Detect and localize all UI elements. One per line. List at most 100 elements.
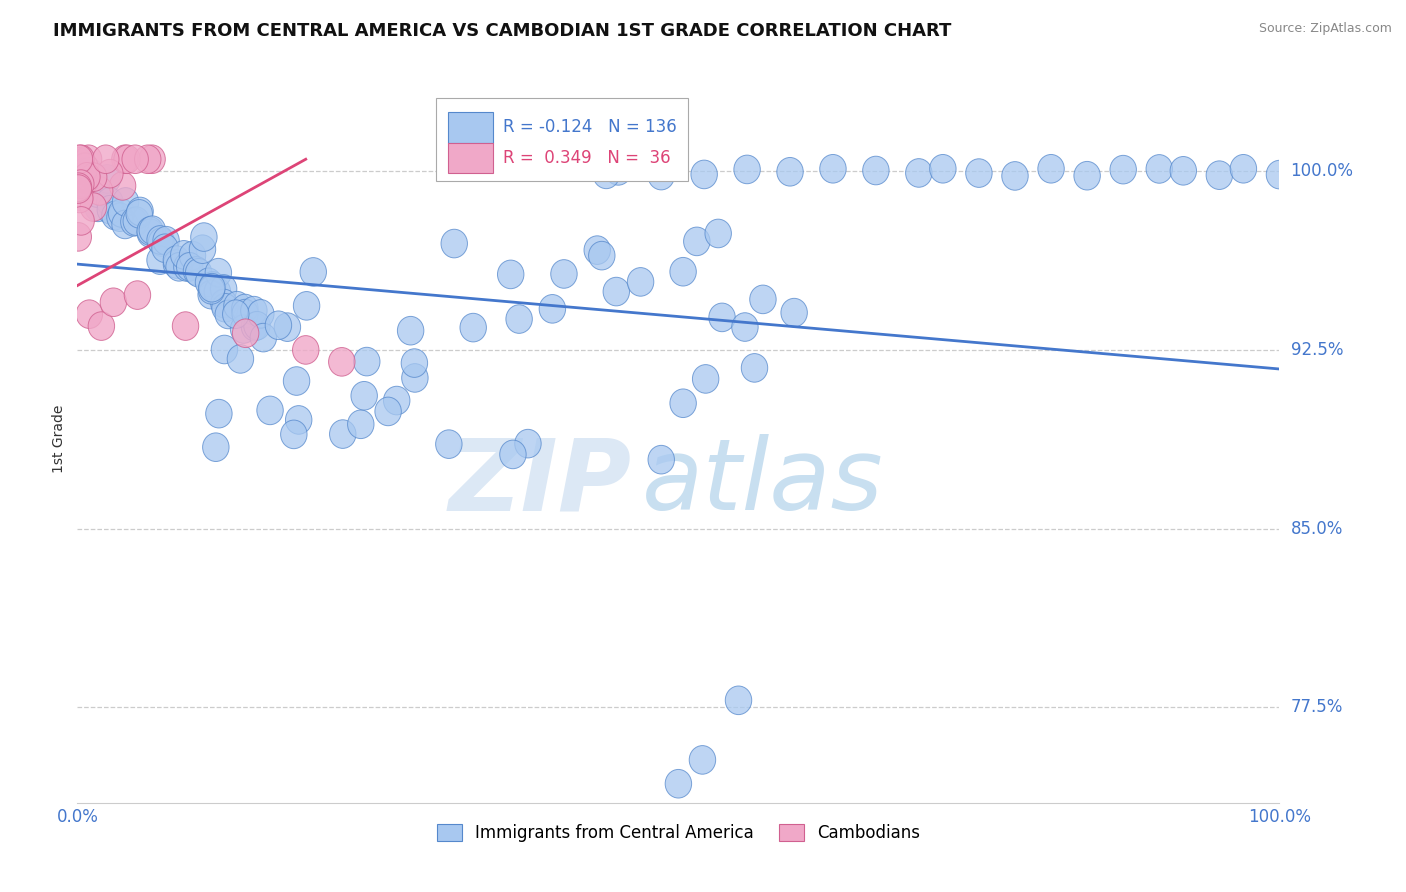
Ellipse shape [76,145,101,174]
Ellipse shape [93,145,120,174]
Ellipse shape [72,158,97,186]
Ellipse shape [725,686,752,714]
Ellipse shape [179,242,205,270]
Ellipse shape [73,162,100,191]
Ellipse shape [66,174,93,202]
Ellipse shape [1038,154,1064,183]
Ellipse shape [122,145,149,174]
Ellipse shape [402,364,427,392]
Ellipse shape [97,187,124,216]
Ellipse shape [135,145,160,174]
Ellipse shape [780,298,807,327]
Ellipse shape [551,260,578,288]
Y-axis label: 1st Grade: 1st Grade [52,405,66,474]
Ellipse shape [734,155,761,184]
Text: IMMIGRANTS FROM CENTRAL AMERICA VS CAMBODIAN 1ST GRADE CORRELATION CHART: IMMIGRANTS FROM CENTRAL AMERICA VS CAMBO… [53,22,952,40]
Ellipse shape [67,145,94,174]
Ellipse shape [186,259,212,287]
Ellipse shape [66,145,93,174]
Ellipse shape [211,275,236,303]
Ellipse shape [460,313,486,342]
Ellipse shape [70,169,97,197]
Ellipse shape [138,219,163,247]
Ellipse shape [124,281,150,310]
Ellipse shape [538,294,565,323]
Ellipse shape [111,145,138,174]
Ellipse shape [222,300,249,328]
Text: Source: ZipAtlas.com: Source: ZipAtlas.com [1258,22,1392,36]
Ellipse shape [67,164,94,193]
Ellipse shape [905,159,932,187]
Ellipse shape [375,397,401,425]
Ellipse shape [82,176,108,204]
Bar [447,143,494,173]
Ellipse shape [1206,161,1233,189]
Ellipse shape [683,227,710,256]
Ellipse shape [704,219,731,248]
Ellipse shape [690,161,717,189]
Ellipse shape [627,268,654,296]
Ellipse shape [73,165,100,194]
Ellipse shape [401,349,427,377]
Ellipse shape [67,169,94,198]
Ellipse shape [352,382,377,410]
Ellipse shape [281,420,307,449]
Ellipse shape [76,158,103,186]
Ellipse shape [506,305,533,334]
Ellipse shape [170,241,197,269]
Ellipse shape [97,160,124,188]
Ellipse shape [183,257,209,285]
Ellipse shape [198,276,225,304]
Text: R = -0.124   N = 136: R = -0.124 N = 136 [503,119,676,136]
Ellipse shape [211,289,238,318]
Ellipse shape [669,258,696,286]
Ellipse shape [163,250,190,278]
Ellipse shape [243,311,270,340]
Ellipse shape [347,410,374,439]
Ellipse shape [65,222,91,252]
Text: 100.0%: 100.0% [1291,162,1354,180]
Ellipse shape [240,296,267,325]
Ellipse shape [73,163,100,192]
Ellipse shape [66,147,91,176]
Ellipse shape [66,184,93,213]
Ellipse shape [353,347,380,376]
Ellipse shape [121,208,148,236]
Ellipse shape [294,292,319,320]
Ellipse shape [1230,154,1257,183]
Ellipse shape [231,315,257,343]
Ellipse shape [232,294,259,323]
Ellipse shape [146,226,173,254]
Ellipse shape [669,389,696,417]
Ellipse shape [100,288,127,317]
Ellipse shape [101,202,128,230]
Ellipse shape [80,193,107,221]
Ellipse shape [195,268,222,297]
Ellipse shape [1074,161,1101,190]
Ellipse shape [593,160,620,189]
Ellipse shape [515,429,541,458]
Ellipse shape [202,433,229,461]
Ellipse shape [127,200,152,228]
Ellipse shape [224,292,250,320]
Ellipse shape [665,770,692,798]
Ellipse shape [112,211,138,239]
Ellipse shape [689,746,716,774]
Bar [447,112,494,143]
Ellipse shape [190,235,215,263]
Ellipse shape [124,207,149,235]
Ellipse shape [94,165,121,194]
Ellipse shape [174,252,200,281]
Ellipse shape [114,145,141,174]
Ellipse shape [76,167,101,195]
Ellipse shape [741,353,768,382]
Ellipse shape [127,197,153,226]
Ellipse shape [329,420,356,449]
Ellipse shape [166,252,193,281]
Ellipse shape [232,300,259,328]
Ellipse shape [749,285,776,314]
Ellipse shape [177,252,202,281]
Ellipse shape [605,157,631,186]
Ellipse shape [499,440,526,468]
Ellipse shape [84,193,111,221]
